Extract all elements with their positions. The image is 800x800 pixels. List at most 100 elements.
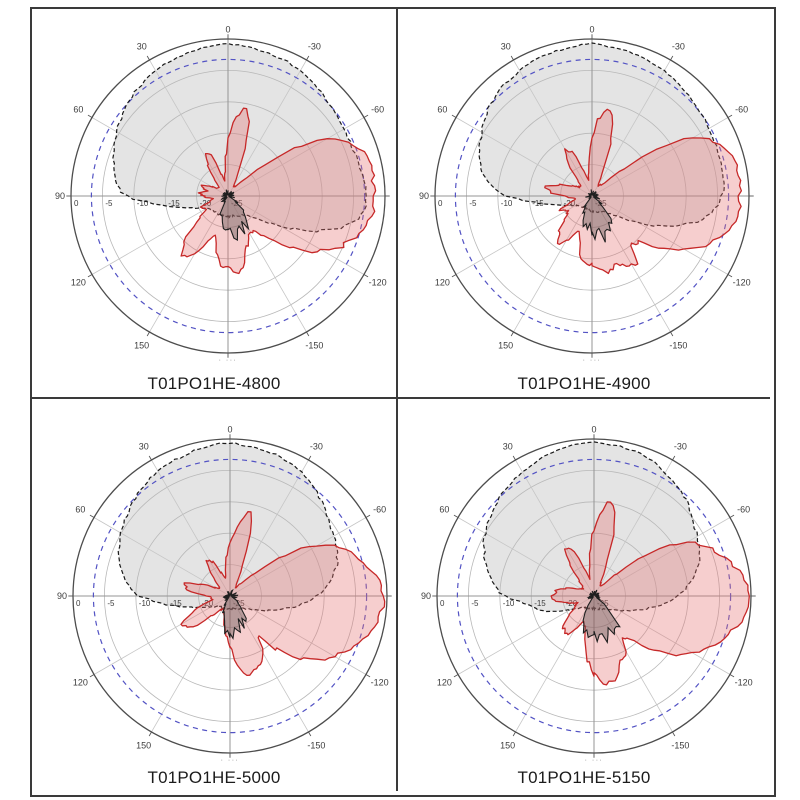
cross-pol-pattern [581, 189, 613, 243]
angle-label: 60 [75, 505, 85, 515]
radial-label: -20 [202, 599, 214, 608]
angle-tick [453, 674, 459, 678]
angle-tick [87, 114, 93, 118]
angle-label: -120 [369, 277, 387, 287]
bottom-mark: · ··· [583, 357, 602, 364]
angle-tick [148, 455, 152, 461]
angle-tick [510, 55, 514, 61]
radial-label: -10 [137, 199, 149, 208]
chart-title-4800: T01PO1HE-4800 [147, 374, 281, 393]
angle-label: 0 [589, 25, 594, 35]
angle-label: 0 [225, 25, 230, 35]
radial-label: -15 [168, 199, 180, 208]
bottom-mark: · ··· [221, 757, 240, 764]
angle-tick [451, 274, 457, 278]
angle-label: 60 [439, 505, 449, 515]
angle-label: 150 [134, 341, 149, 351]
cross-pol-pattern [221, 588, 247, 641]
chart-title-5150: T01PO1HE-5150 [517, 768, 651, 787]
angle-tick [512, 455, 516, 461]
angle-label: 60 [73, 105, 83, 115]
angle-label: 150 [498, 341, 513, 351]
measured-pattern [180, 107, 377, 275]
angle-label: -150 [671, 741, 689, 751]
reference-circle [90, 58, 366, 334]
angle-label: 90 [55, 191, 65, 201]
pattern-cell-4900: 0 -30 -60 -120 -150 150 120 90 60 30 0 -5 -10 -15 -20-… [398, 9, 770, 399]
envelope-outline [482, 441, 701, 613]
angle-tick [146, 55, 150, 61]
angle-tick [146, 331, 150, 337]
cross-pol-pattern [219, 189, 250, 242]
radial-label: -15 [534, 599, 546, 608]
polar-chart-5000: 0 -30 -60 -120 -150 150 120 90 60 30 0 -5 -10 -15 -20 -… [57, 425, 392, 764]
angle-label: 0 [227, 425, 232, 435]
radial-label: -5 [471, 599, 479, 608]
grid-spoke [149, 59, 307, 333]
angle-label: -60 [371, 105, 384, 115]
angle-label: 150 [500, 741, 515, 751]
angle-tick [672, 455, 676, 461]
angle-label: 120 [73, 677, 88, 687]
angle-label: 90 [57, 591, 67, 601]
angle-label: 90 [421, 591, 431, 601]
grid-spoke [513, 59, 671, 333]
bottom-mark: · ··· [219, 357, 238, 364]
chart-title-4900: T01PO1HE-4900 [517, 374, 651, 393]
angle-label: 30 [137, 41, 147, 51]
radial-label: 0 [438, 199, 443, 208]
radial-label: -15 [170, 599, 182, 608]
radial-label: 0 [440, 599, 445, 608]
angle-label: -150 [305, 341, 323, 351]
envelope-region [479, 43, 725, 227]
chart-title-5000: T01PO1HE-5000 [147, 768, 281, 787]
angle-label: -120 [371, 677, 389, 687]
grid-spoke [515, 459, 673, 733]
reference-circle [454, 58, 730, 334]
angle-tick [453, 514, 459, 518]
radial-label: -10 [501, 199, 513, 208]
pattern-cell-5000: 0 -30 -60 -120 -150 150 120 90 60 30 0 -5 -10 -15 -20 -… [32, 399, 398, 791]
angle-tick [306, 331, 310, 337]
angle-tick [670, 331, 674, 337]
reference-circle [92, 458, 368, 734]
envelope-region [112, 43, 367, 232]
angle-tick [672, 731, 676, 737]
angle-tick [365, 674, 371, 678]
angle-label: 120 [435, 277, 450, 287]
radial-label: -5 [105, 199, 113, 208]
angle-label: -150 [307, 741, 325, 751]
angle-label: 90 [419, 191, 429, 201]
angle-label: 150 [136, 741, 151, 751]
angle-label: -30 [310, 441, 323, 451]
angle-label: -30 [308, 41, 321, 51]
angle-tick [87, 274, 93, 278]
radial-label: -10 [139, 599, 151, 608]
measured-pattern [180, 511, 386, 677]
angle-tick [451, 114, 457, 118]
angle-label: 120 [71, 277, 86, 287]
angle-tick [727, 114, 733, 118]
angle-label: -120 [733, 277, 751, 287]
angle-label: 60 [437, 105, 447, 115]
pattern-cell-5150: 0 -30 -60 -120 -150 150 120 90 60 30 0 -5 -10 -15 -20-… [398, 399, 770, 791]
angle-label: 30 [503, 441, 513, 451]
angle-tick [670, 55, 674, 61]
envelope-outline [112, 42, 367, 233]
angle-label: 120 [437, 677, 452, 687]
angle-tick [89, 674, 95, 678]
angle-tick [89, 514, 95, 518]
angle-label: -30 [674, 441, 687, 451]
angle-tick [510, 331, 514, 337]
radial-label: -5 [107, 599, 115, 608]
radial-label: 0 [76, 599, 81, 608]
measured-pattern [544, 108, 743, 275]
angle-tick [306, 55, 310, 61]
pattern-cell-4800: 0 -30 -60 -120 -150 150 120 90 60 30 0 -5 -10 -15 -20-… [32, 9, 398, 399]
angle-tick [512, 731, 516, 737]
angle-tick [729, 674, 735, 678]
angle-tick [729, 514, 735, 518]
angle-tick [365, 514, 371, 518]
